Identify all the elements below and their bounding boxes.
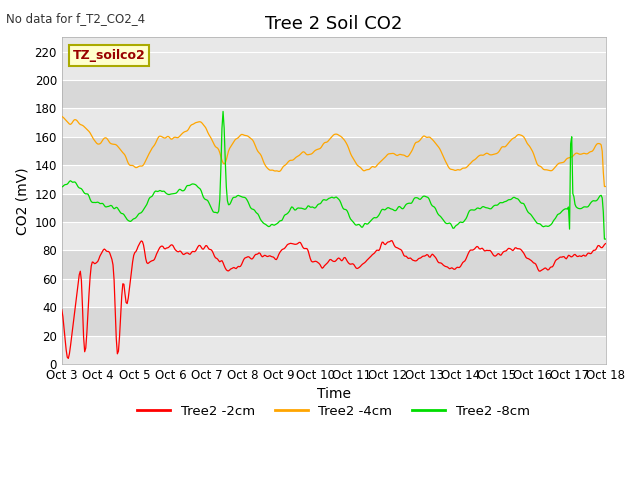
X-axis label: Time: Time bbox=[317, 387, 351, 401]
Bar bbox=[62, 80, 605, 108]
Legend: Tree2 -2cm, Tree2 -4cm, Tree2 -8cm: Tree2 -2cm, Tree2 -4cm, Tree2 -8cm bbox=[132, 399, 535, 423]
Y-axis label: CO2 (mV): CO2 (mV) bbox=[15, 167, 29, 235]
Bar bbox=[62, 279, 605, 307]
Bar bbox=[62, 137, 605, 165]
Bar bbox=[62, 251, 605, 279]
Bar bbox=[62, 336, 605, 364]
Bar bbox=[62, 193, 605, 222]
Text: No data for f_T2_CO2_4: No data for f_T2_CO2_4 bbox=[6, 12, 145, 25]
Bar bbox=[62, 108, 605, 137]
Title: Tree 2 Soil CO2: Tree 2 Soil CO2 bbox=[265, 15, 403, 33]
Bar bbox=[62, 307, 605, 336]
Bar bbox=[62, 222, 605, 251]
Text: TZ_soilco2: TZ_soilco2 bbox=[73, 49, 145, 62]
Bar bbox=[62, 51, 605, 80]
Bar bbox=[62, 165, 605, 193]
